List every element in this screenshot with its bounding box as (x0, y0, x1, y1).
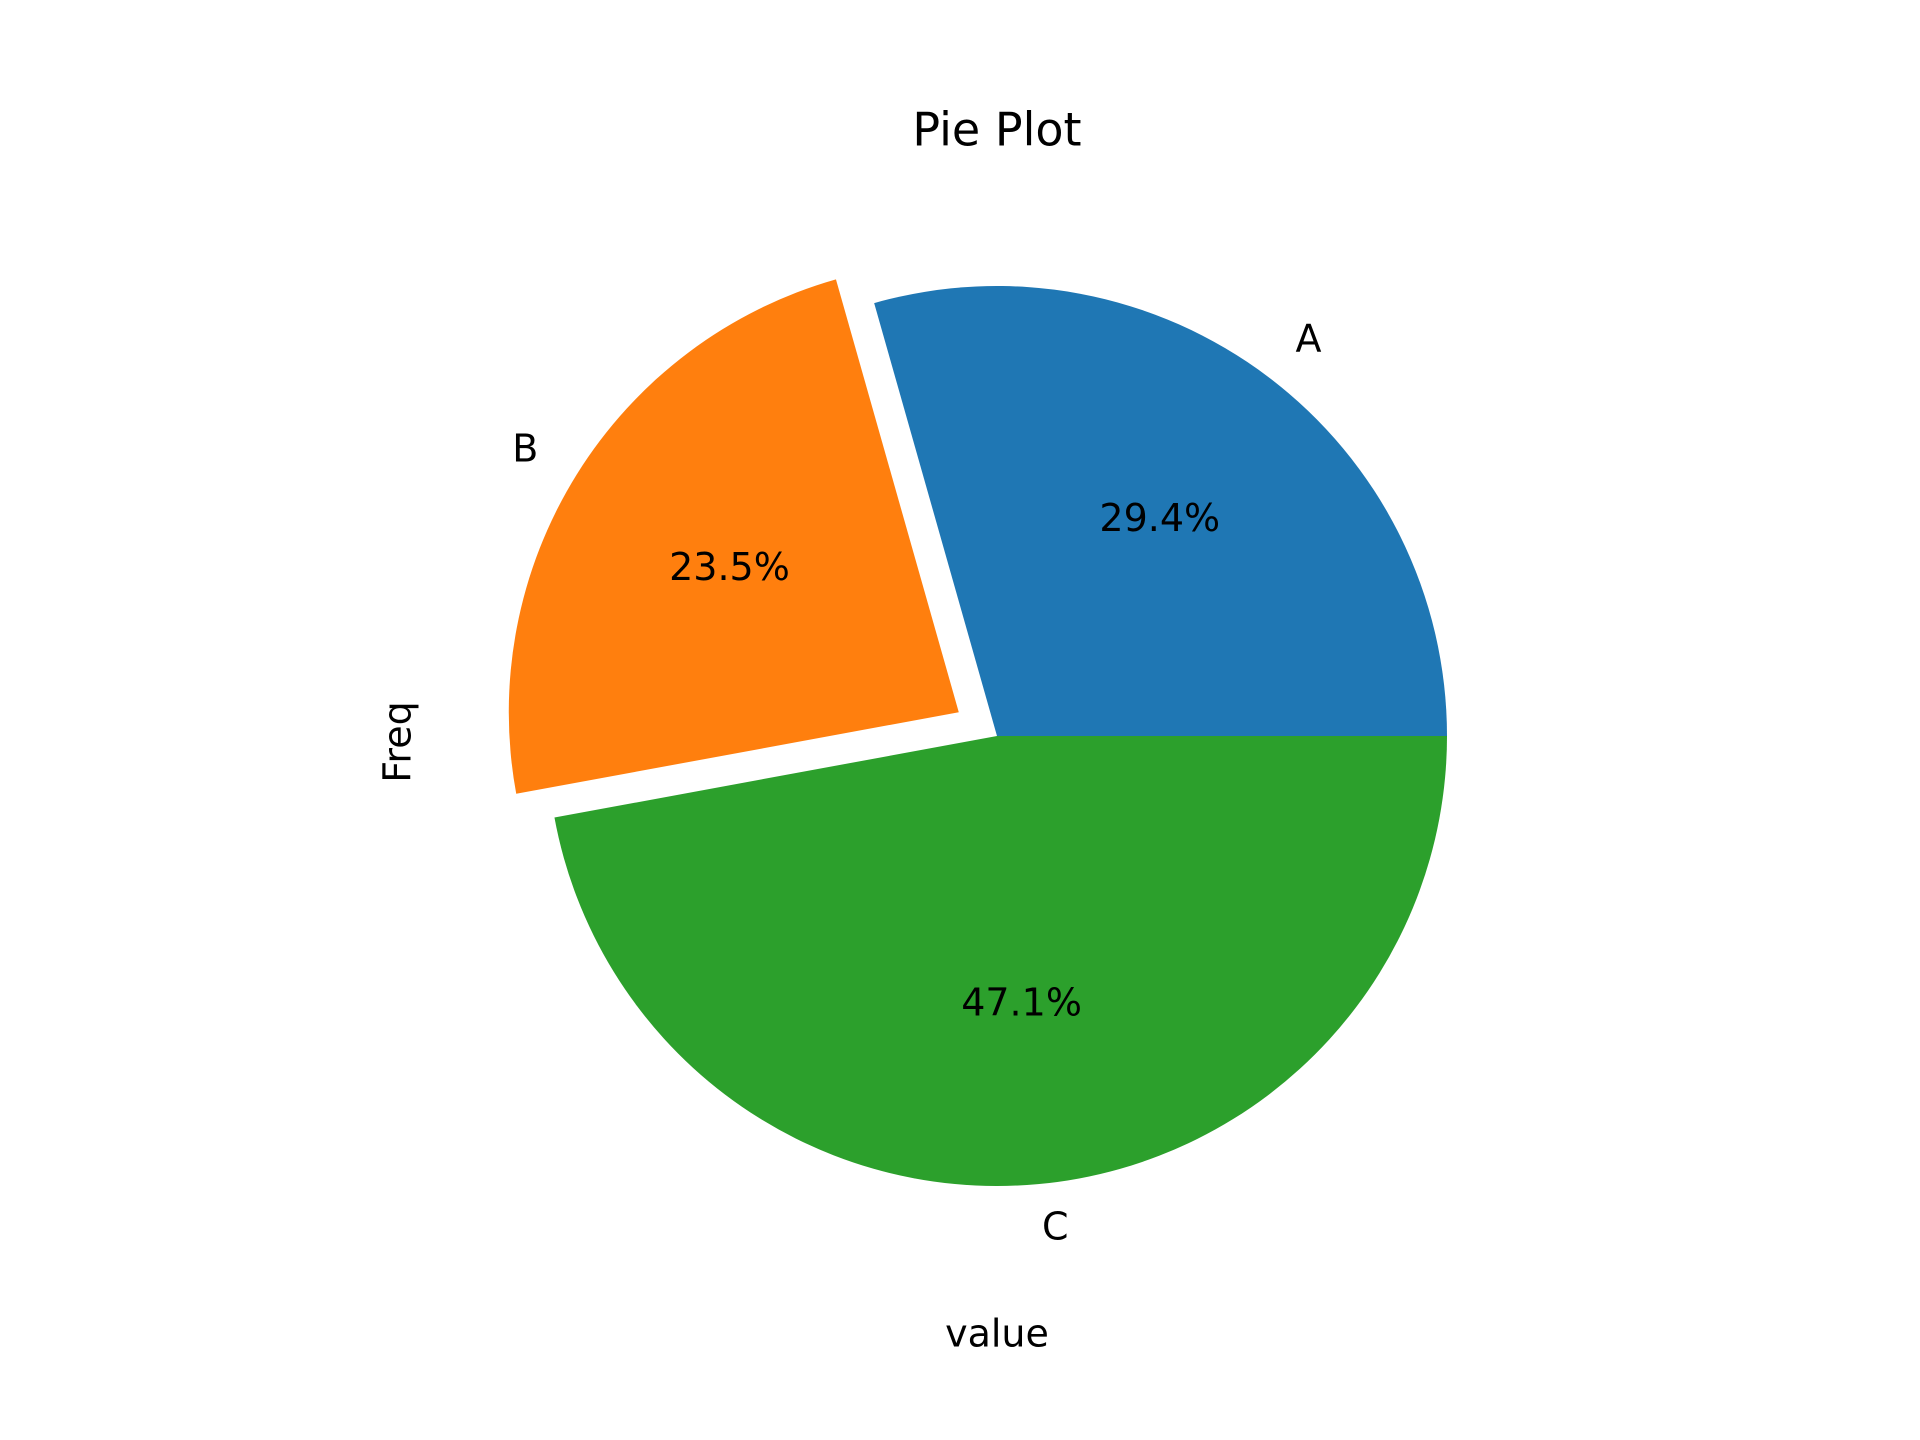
chart-title: Pie Plot (912, 103, 1081, 157)
pie-slice (508, 279, 959, 794)
y-axis-label: Freq (376, 701, 420, 782)
slice-label: A (1295, 317, 1321, 361)
value-label: 23.5% (669, 545, 790, 589)
value-label: 47.1% (961, 980, 1082, 1024)
slice-label: C (1042, 1204, 1069, 1248)
pie-slice (874, 285, 1447, 736)
slice-label: B (512, 426, 538, 470)
x-axis-label: value (945, 1312, 1049, 1356)
pie-slice (554, 736, 1447, 1187)
value-label: 29.4% (1099, 496, 1220, 540)
